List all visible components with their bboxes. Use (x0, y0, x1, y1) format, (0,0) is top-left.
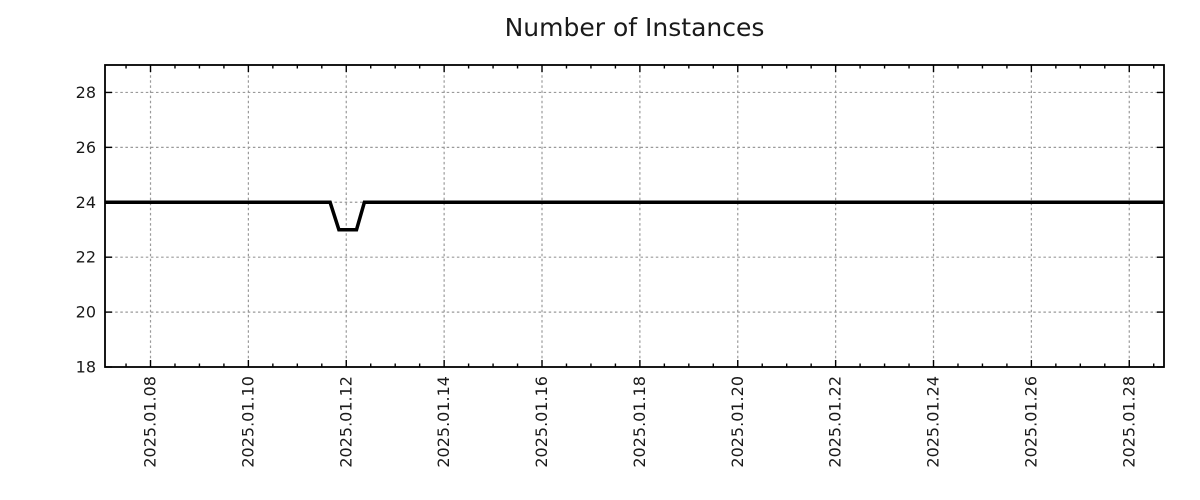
x-tick-label: 2025.01.20 (728, 376, 747, 468)
x-tick-label: 2025.01.14 (434, 376, 453, 468)
y-tick-label: 22 (76, 248, 96, 267)
y-tick-label: 28 (76, 83, 96, 102)
x-tick-label: 2025.01.28 (1119, 376, 1138, 468)
plot-border (104, 64, 1165, 368)
x-tick-label: 2025.01.18 (630, 376, 649, 468)
x-tick-label: 2025.01.12 (336, 376, 355, 468)
series-line-instances (105, 200, 1164, 232)
x-tick-label: 2025.01.26 (1021, 376, 1040, 468)
y-tick-label: 26 (76, 138, 96, 157)
chart-title: Number of Instances (504, 13, 765, 42)
x-tick-label: 2025.01.16 (532, 376, 551, 468)
y-tick-label: 18 (76, 358, 96, 377)
y-tick-label: 20 (76, 303, 96, 322)
x-tick-label: 2025.01.24 (924, 376, 943, 468)
y-tick-label: 24 (76, 193, 96, 212)
x-tick-label: 2025.01.22 (826, 376, 845, 468)
x-tick-label: 2025.01.08 (141, 376, 160, 468)
x-tick-label: 2025.01.10 (238, 376, 257, 468)
